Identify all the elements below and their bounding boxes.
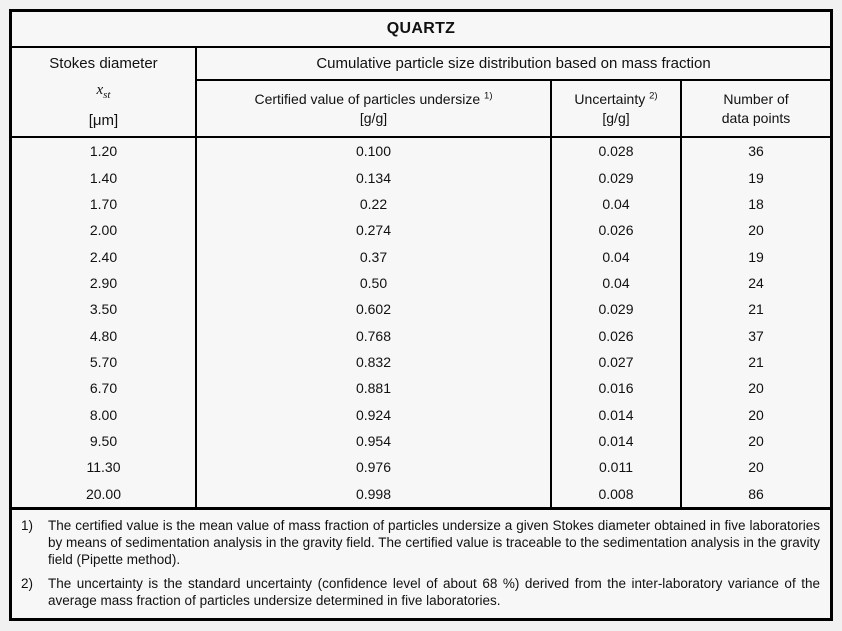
cell-data-points: 20 bbox=[679, 401, 831, 428]
cell-data-points: 20 bbox=[679, 454, 831, 481]
cell-uncertainty: 0.008 bbox=[550, 480, 681, 507]
cell-uncertainty: 0.029 bbox=[550, 296, 681, 323]
cell-certified-value: 0.832 bbox=[195, 348, 551, 376]
cell-stokes-diameter: 20.00 bbox=[85, 485, 122, 502]
table-row: 1.20 0.100 0.028 36 bbox=[12, 137, 831, 165]
table-title: QUARTZ bbox=[12, 12, 830, 48]
cell-certified-value: 0.50 bbox=[195, 269, 551, 297]
cell-certified-value: 0.134 bbox=[195, 164, 551, 191]
cell-certified-value: 0.998 bbox=[195, 480, 551, 507]
table-row: 20.00 0.998 0.008 86 bbox=[12, 480, 831, 507]
cell-uncertainty: 0.04 bbox=[550, 243, 681, 270]
cell-certified-value: 0.37 bbox=[195, 243, 551, 270]
certificate-table-frame: QUARTZ Stokes diameter xst [μm] Cumulati… bbox=[9, 9, 833, 621]
cell-uncertainty: 0.04 bbox=[550, 269, 681, 297]
cell-stokes-diameter: 1.70 bbox=[89, 195, 118, 212]
cell-data-points: 21 bbox=[679, 296, 831, 323]
uncertainty-unit: [g/g] bbox=[602, 109, 630, 126]
cell-uncertainty: 0.026 bbox=[550, 217, 681, 244]
footnote-2: 2) The uncertainty is the standard uncer… bbox=[18, 575, 820, 609]
stokes-diameter-unit: [μm] bbox=[88, 111, 119, 129]
cell-stokes-diameter: 2.90 bbox=[89, 274, 118, 291]
cell-certified-value: 0.22 bbox=[195, 190, 551, 218]
footnote-1: 1) The certified value is the mean value… bbox=[18, 517, 820, 568]
cell-data-points: 20 bbox=[679, 375, 831, 402]
cell-stokes-diameter: 4.80 bbox=[89, 327, 118, 344]
cell-uncertainty: 0.014 bbox=[550, 427, 681, 455]
particle-size-table: Stokes diameter xst [μm] Cumulative part… bbox=[12, 48, 831, 507]
cell-certified-value: 0.100 bbox=[195, 137, 551, 165]
certified-value-unit: [g/g] bbox=[359, 109, 388, 126]
cell-certified-value: 0.954 bbox=[195, 427, 551, 455]
cell-uncertainty: 0.026 bbox=[550, 322, 681, 349]
column-header-uncertainty: Uncertainty 2) [g/g] bbox=[550, 80, 681, 138]
cell-data-points: 21 bbox=[679, 348, 831, 376]
cell-stokes-diameter: 1.20 bbox=[89, 143, 118, 160]
table-row: 11.30 0.976 0.011 20 bbox=[12, 454, 831, 481]
cell-data-points: 20 bbox=[679, 427, 831, 455]
cell-certified-value: 0.274 bbox=[195, 217, 551, 244]
cell-certified-value: 0.881 bbox=[195, 375, 551, 402]
column-header-stokes-diameter: Stokes diameter xst [μm] bbox=[12, 48, 196, 138]
cell-uncertainty: 0.029 bbox=[550, 164, 681, 191]
column-header-cumulative-distribution: Cumulative particle size distribution ba… bbox=[194, 48, 831, 81]
header-row-1: Stokes diameter xst [μm] Cumulative part… bbox=[12, 48, 831, 138]
table-row: 1.40 0.134 0.029 19 bbox=[12, 164, 831, 191]
table-row: 4.80 0.768 0.026 37 bbox=[12, 322, 831, 349]
table-row: 2.40 0.37 0.04 19 bbox=[12, 243, 831, 270]
table-row: 5.70 0.832 0.027 21 bbox=[12, 348, 831, 376]
cell-data-points: 24 bbox=[679, 269, 831, 297]
footnotes-section: 1) The certified value is the mean value… bbox=[12, 506, 830, 615]
table-row: 3.50 0.602 0.029 21 bbox=[12, 296, 831, 323]
column-header-data-points: Number of data points bbox=[679, 80, 831, 138]
footnote-text: The uncertainty is the standard uncertai… bbox=[48, 575, 820, 608]
cell-data-points: 19 bbox=[679, 164, 831, 191]
cell-uncertainty: 0.04 bbox=[550, 190, 681, 218]
cell-uncertainty: 0.014 bbox=[550, 401, 681, 428]
footnote-ref-2: 2) bbox=[649, 90, 658, 102]
cell-data-points: 86 bbox=[679, 480, 831, 507]
cell-stokes-diameter: 1.40 bbox=[89, 169, 118, 186]
cell-data-points: 18 bbox=[679, 190, 831, 218]
cell-stokes-diameter: 3.50 bbox=[89, 301, 118, 318]
cell-certified-value: 0.602 bbox=[195, 296, 551, 323]
cell-certified-value: 0.924 bbox=[195, 401, 551, 428]
column-header-certified-value: Certified value of particles undersize 1… bbox=[195, 80, 551, 138]
table-row: 9.50 0.954 0.014 20 bbox=[12, 427, 831, 455]
footnote-marker: 1) bbox=[21, 517, 34, 533]
cell-stokes-diameter: 9.50 bbox=[89, 432, 118, 449]
cell-certified-value: 0.976 bbox=[195, 454, 551, 481]
footnote-marker: 2) bbox=[21, 575, 34, 591]
cell-uncertainty: 0.027 bbox=[550, 348, 681, 376]
stokes-diameter-label: Stokes diameter bbox=[49, 55, 158, 73]
header-row-2: Certified value of particles undersize 1… bbox=[12, 80, 831, 138]
cell-stokes-diameter: 2.00 bbox=[89, 222, 118, 239]
footnote-ref-1: 1) bbox=[484, 90, 493, 102]
cell-certified-value: 0.768 bbox=[195, 322, 551, 349]
cell-uncertainty: 0.011 bbox=[550, 454, 681, 481]
cell-stokes-diameter: 2.40 bbox=[89, 248, 118, 265]
cell-uncertainty: 0.028 bbox=[550, 137, 681, 165]
cell-stokes-diameter: 6.70 bbox=[89, 380, 118, 397]
table-row: 8.00 0.924 0.014 20 bbox=[12, 401, 831, 428]
stokes-diameter-symbol: xst bbox=[96, 82, 111, 102]
cell-data-points: 19 bbox=[679, 243, 831, 270]
table-row: 2.90 0.50 0.04 24 bbox=[12, 269, 831, 297]
table-row: 2.00 0.274 0.026 20 bbox=[12, 217, 831, 244]
table-row: 6.70 0.881 0.016 20 bbox=[12, 375, 831, 402]
cell-data-points: 20 bbox=[679, 217, 831, 244]
cell-data-points: 37 bbox=[679, 322, 831, 349]
cell-data-points: 36 bbox=[679, 137, 831, 165]
cell-stokes-diameter: 5.70 bbox=[89, 353, 118, 370]
table-row: 1.70 0.22 0.04 18 bbox=[12, 190, 831, 218]
cell-stokes-diameter: 8.00 bbox=[89, 406, 118, 423]
footnote-text: The certified value is the mean value of… bbox=[48, 517, 820, 567]
cell-uncertainty: 0.016 bbox=[550, 375, 681, 402]
cell-stokes-diameter: 11.30 bbox=[86, 459, 121, 476]
